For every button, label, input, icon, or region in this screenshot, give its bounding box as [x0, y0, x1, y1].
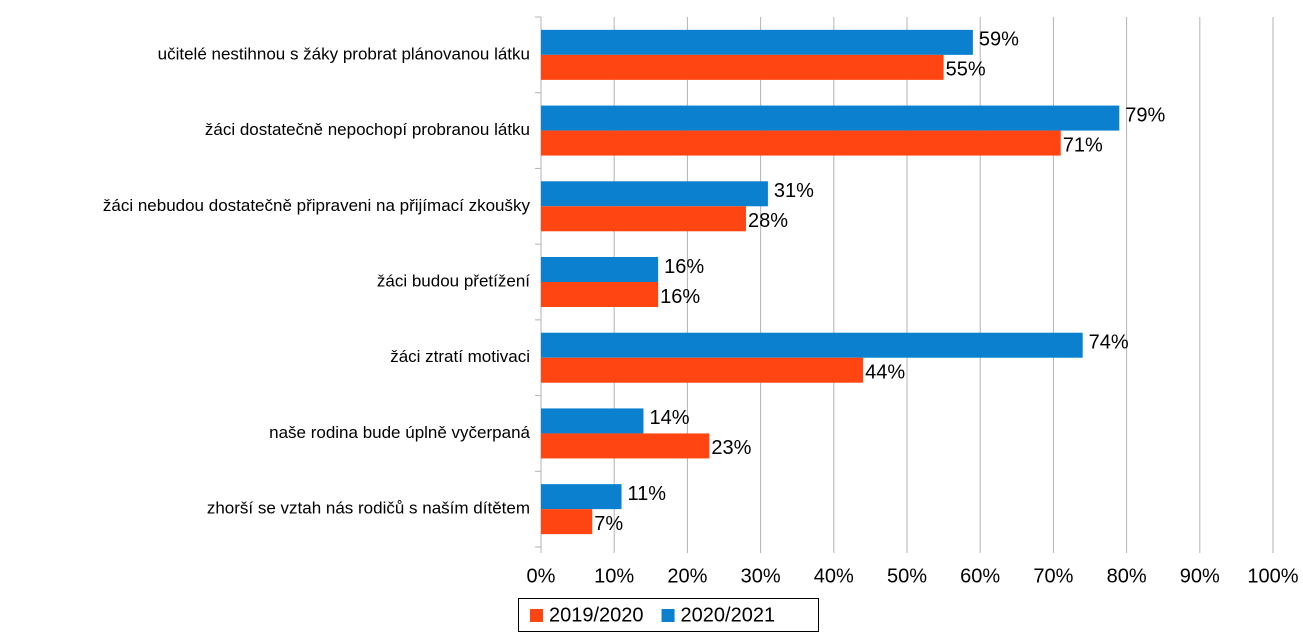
- bar: [541, 484, 622, 510]
- value-label: 28%: [748, 210, 788, 232]
- value-label: 59%: [979, 29, 1019, 51]
- value-label: 14%: [649, 407, 689, 429]
- category-label: žáci budou přetížení: [377, 271, 530, 290]
- x-tick-label: 60%: [960, 565, 1000, 587]
- bar: [541, 433, 710, 459]
- value-label: 79%: [1125, 104, 1165, 126]
- bar: [541, 181, 768, 207]
- x-tick-label: 0%: [527, 565, 556, 587]
- value-label: 16%: [660, 286, 700, 308]
- legend-swatch: [661, 609, 675, 622]
- bar: [541, 408, 644, 434]
- bar: [541, 130, 1061, 156]
- x-tick-label: 10%: [594, 565, 634, 587]
- bar: [541, 206, 746, 232]
- x-tick-label: 20%: [667, 565, 707, 587]
- bar: [541, 257, 659, 282]
- bar: [541, 282, 659, 307]
- x-tick-label: 40%: [814, 565, 854, 587]
- bar: [541, 357, 864, 383]
- value-label: 31%: [774, 180, 814, 202]
- value-label: 71%: [1063, 134, 1103, 156]
- bar: [541, 509, 593, 535]
- legend-swatch: [530, 609, 543, 622]
- value-label: 55%: [946, 59, 986, 81]
- legend-label: 2020/2021: [681, 604, 776, 626]
- bar: [541, 54, 944, 80]
- value-label: 11%: [628, 483, 667, 505]
- x-tick-label: 70%: [1033, 565, 1073, 587]
- bar: [541, 332, 1083, 358]
- bar: [541, 29, 973, 55]
- legend-label: 2019/2020: [549, 604, 644, 626]
- value-label: 74%: [1089, 331, 1129, 353]
- x-tick-label: 50%: [887, 565, 927, 587]
- category-label: zhorší se vztah nás rodičů s naším dítět…: [207, 499, 530, 518]
- value-label: 23%: [711, 437, 751, 459]
- value-label: 16%: [664, 256, 704, 278]
- category-label: žáci ztratí motivaci: [390, 347, 530, 366]
- category-label: naše rodina bude úplně vyčerpaná: [269, 423, 530, 442]
- category-label: žáci nebudou dostatečně připraveni na př…: [103, 196, 531, 215]
- x-tick-label: 100%: [1247, 565, 1298, 587]
- value-label: 44%: [865, 361, 905, 383]
- category-label: žáci dostatečně nepochopí probranou látk…: [205, 120, 530, 139]
- x-tick-label: 30%: [741, 565, 781, 587]
- bar: [541, 105, 1120, 131]
- value-label: 7%: [594, 513, 623, 535]
- x-tick-label: 80%: [1107, 565, 1147, 587]
- x-tick-label: 90%: [1180, 565, 1220, 587]
- category-label: učitelé nestihnou s žáky probrat plánova…: [158, 44, 530, 63]
